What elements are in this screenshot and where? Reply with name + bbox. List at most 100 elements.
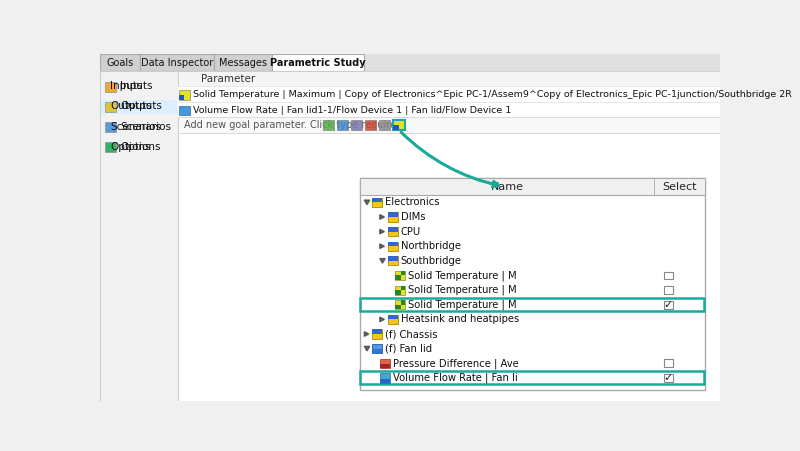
Text: ✓: ✓ bbox=[664, 300, 673, 310]
Bar bbox=[387, 256, 398, 261]
Polygon shape bbox=[380, 244, 385, 249]
Text: Add new goal parameter. Click type required: Add new goal parameter. Click type requi… bbox=[184, 120, 402, 130]
Bar bbox=[395, 285, 406, 295]
Text: Volume Flow Rate | Fan li: Volume Flow Rate | Fan li bbox=[393, 373, 518, 383]
Bar bbox=[387, 242, 398, 246]
Polygon shape bbox=[364, 200, 370, 205]
Bar bbox=[372, 198, 382, 202]
Bar bbox=[380, 379, 390, 382]
Bar bbox=[380, 373, 390, 382]
Bar bbox=[387, 212, 398, 221]
Bar bbox=[387, 315, 398, 319]
Text: Solid Temperature | M: Solid Temperature | M bbox=[409, 299, 517, 310]
Bar bbox=[361, 298, 704, 311]
Bar bbox=[380, 359, 390, 368]
Bar bbox=[379, 120, 390, 129]
Bar bbox=[351, 120, 362, 129]
Text: Options: Options bbox=[110, 142, 150, 152]
Bar bbox=[337, 120, 348, 129]
Bar bbox=[105, 102, 115, 112]
Polygon shape bbox=[380, 317, 385, 322]
Bar bbox=[387, 256, 398, 266]
Text: Solid Temperature | M: Solid Temperature | M bbox=[409, 285, 517, 295]
Bar bbox=[101, 100, 177, 114]
Bar bbox=[140, 54, 214, 71]
Text: Data Inspector: Data Inspector bbox=[141, 58, 214, 68]
Bar bbox=[214, 54, 272, 71]
Bar bbox=[361, 371, 704, 384]
Text: Inputs: Inputs bbox=[110, 82, 142, 92]
Text: ✓: ✓ bbox=[664, 373, 673, 383]
Bar bbox=[179, 90, 190, 100]
Bar bbox=[105, 142, 115, 152]
Bar bbox=[372, 329, 382, 334]
Bar bbox=[372, 350, 382, 353]
Bar bbox=[360, 178, 705, 390]
Bar bbox=[179, 106, 190, 115]
Polygon shape bbox=[364, 331, 369, 336]
Text: Heatsink and heatpipes: Heatsink and heatpipes bbox=[401, 314, 519, 324]
Bar bbox=[365, 120, 376, 129]
Text: (f) Fan lid: (f) Fan lid bbox=[386, 344, 432, 354]
Bar bbox=[105, 82, 115, 92]
Text: CPU: CPU bbox=[401, 226, 421, 237]
Text: Parametric Study: Parametric Study bbox=[270, 58, 366, 68]
Bar bbox=[387, 212, 398, 217]
Bar bbox=[664, 301, 673, 308]
Polygon shape bbox=[380, 215, 385, 219]
Bar bbox=[395, 305, 401, 309]
Bar bbox=[664, 286, 673, 294]
Bar bbox=[272, 54, 363, 71]
Text: Volume Flow Rate | Fan lid1-1/Flow Device 1 | Fan lid/Flow Device 1: Volume Flow Rate | Fan lid1-1/Flow Devic… bbox=[193, 106, 511, 115]
Text: (f) Chassis: (f) Chassis bbox=[386, 329, 438, 339]
Bar bbox=[178, 102, 720, 117]
Bar bbox=[387, 242, 398, 251]
Polygon shape bbox=[364, 346, 370, 351]
Bar bbox=[401, 285, 406, 290]
Bar bbox=[105, 122, 115, 132]
Text: Scenarios: Scenarios bbox=[110, 121, 161, 132]
Bar bbox=[178, 71, 720, 87]
Bar bbox=[100, 54, 140, 71]
Bar bbox=[387, 227, 398, 236]
Bar bbox=[401, 300, 406, 305]
Text: Parameter: Parameter bbox=[201, 74, 255, 84]
Text: Inputs: Inputs bbox=[120, 82, 153, 92]
Bar bbox=[395, 271, 406, 280]
Text: Electronics: Electronics bbox=[386, 198, 440, 207]
Bar bbox=[179, 95, 185, 100]
Bar bbox=[395, 276, 401, 280]
Bar bbox=[360, 178, 705, 195]
Bar bbox=[393, 125, 399, 130]
Text: Messages: Messages bbox=[219, 58, 267, 68]
Text: Southbridge: Southbridge bbox=[401, 256, 462, 266]
Text: Solid Temperature | Maximum | Copy of Electronics^Epic PC-1/Assem9^Copy of Elect: Solid Temperature | Maximum | Copy of El… bbox=[193, 91, 792, 99]
Text: Goals: Goals bbox=[106, 58, 134, 68]
Bar bbox=[664, 272, 673, 279]
Bar bbox=[387, 227, 398, 232]
Bar bbox=[380, 364, 390, 368]
Text: DIMs: DIMs bbox=[401, 212, 426, 222]
Bar bbox=[372, 329, 382, 339]
Text: Name: Name bbox=[490, 182, 523, 192]
Bar bbox=[372, 344, 382, 353]
Text: Select: Select bbox=[662, 182, 697, 192]
Bar bbox=[393, 120, 406, 130]
Bar bbox=[664, 374, 673, 382]
Bar bbox=[395, 290, 401, 295]
Bar bbox=[664, 359, 673, 367]
Bar bbox=[395, 300, 406, 309]
Bar bbox=[387, 315, 398, 324]
Text: Solid Temperature | M: Solid Temperature | M bbox=[409, 270, 517, 281]
Bar bbox=[100, 71, 178, 401]
Text: Scenarios: Scenarios bbox=[120, 121, 171, 132]
Bar bbox=[401, 271, 406, 276]
Text: Outputs: Outputs bbox=[110, 101, 152, 111]
Bar bbox=[100, 54, 720, 71]
Bar bbox=[372, 198, 382, 207]
Bar bbox=[178, 87, 720, 102]
Bar bbox=[323, 120, 334, 129]
Text: Northbridge: Northbridge bbox=[401, 241, 461, 251]
Bar bbox=[178, 117, 720, 133]
Text: Options: Options bbox=[120, 142, 161, 152]
